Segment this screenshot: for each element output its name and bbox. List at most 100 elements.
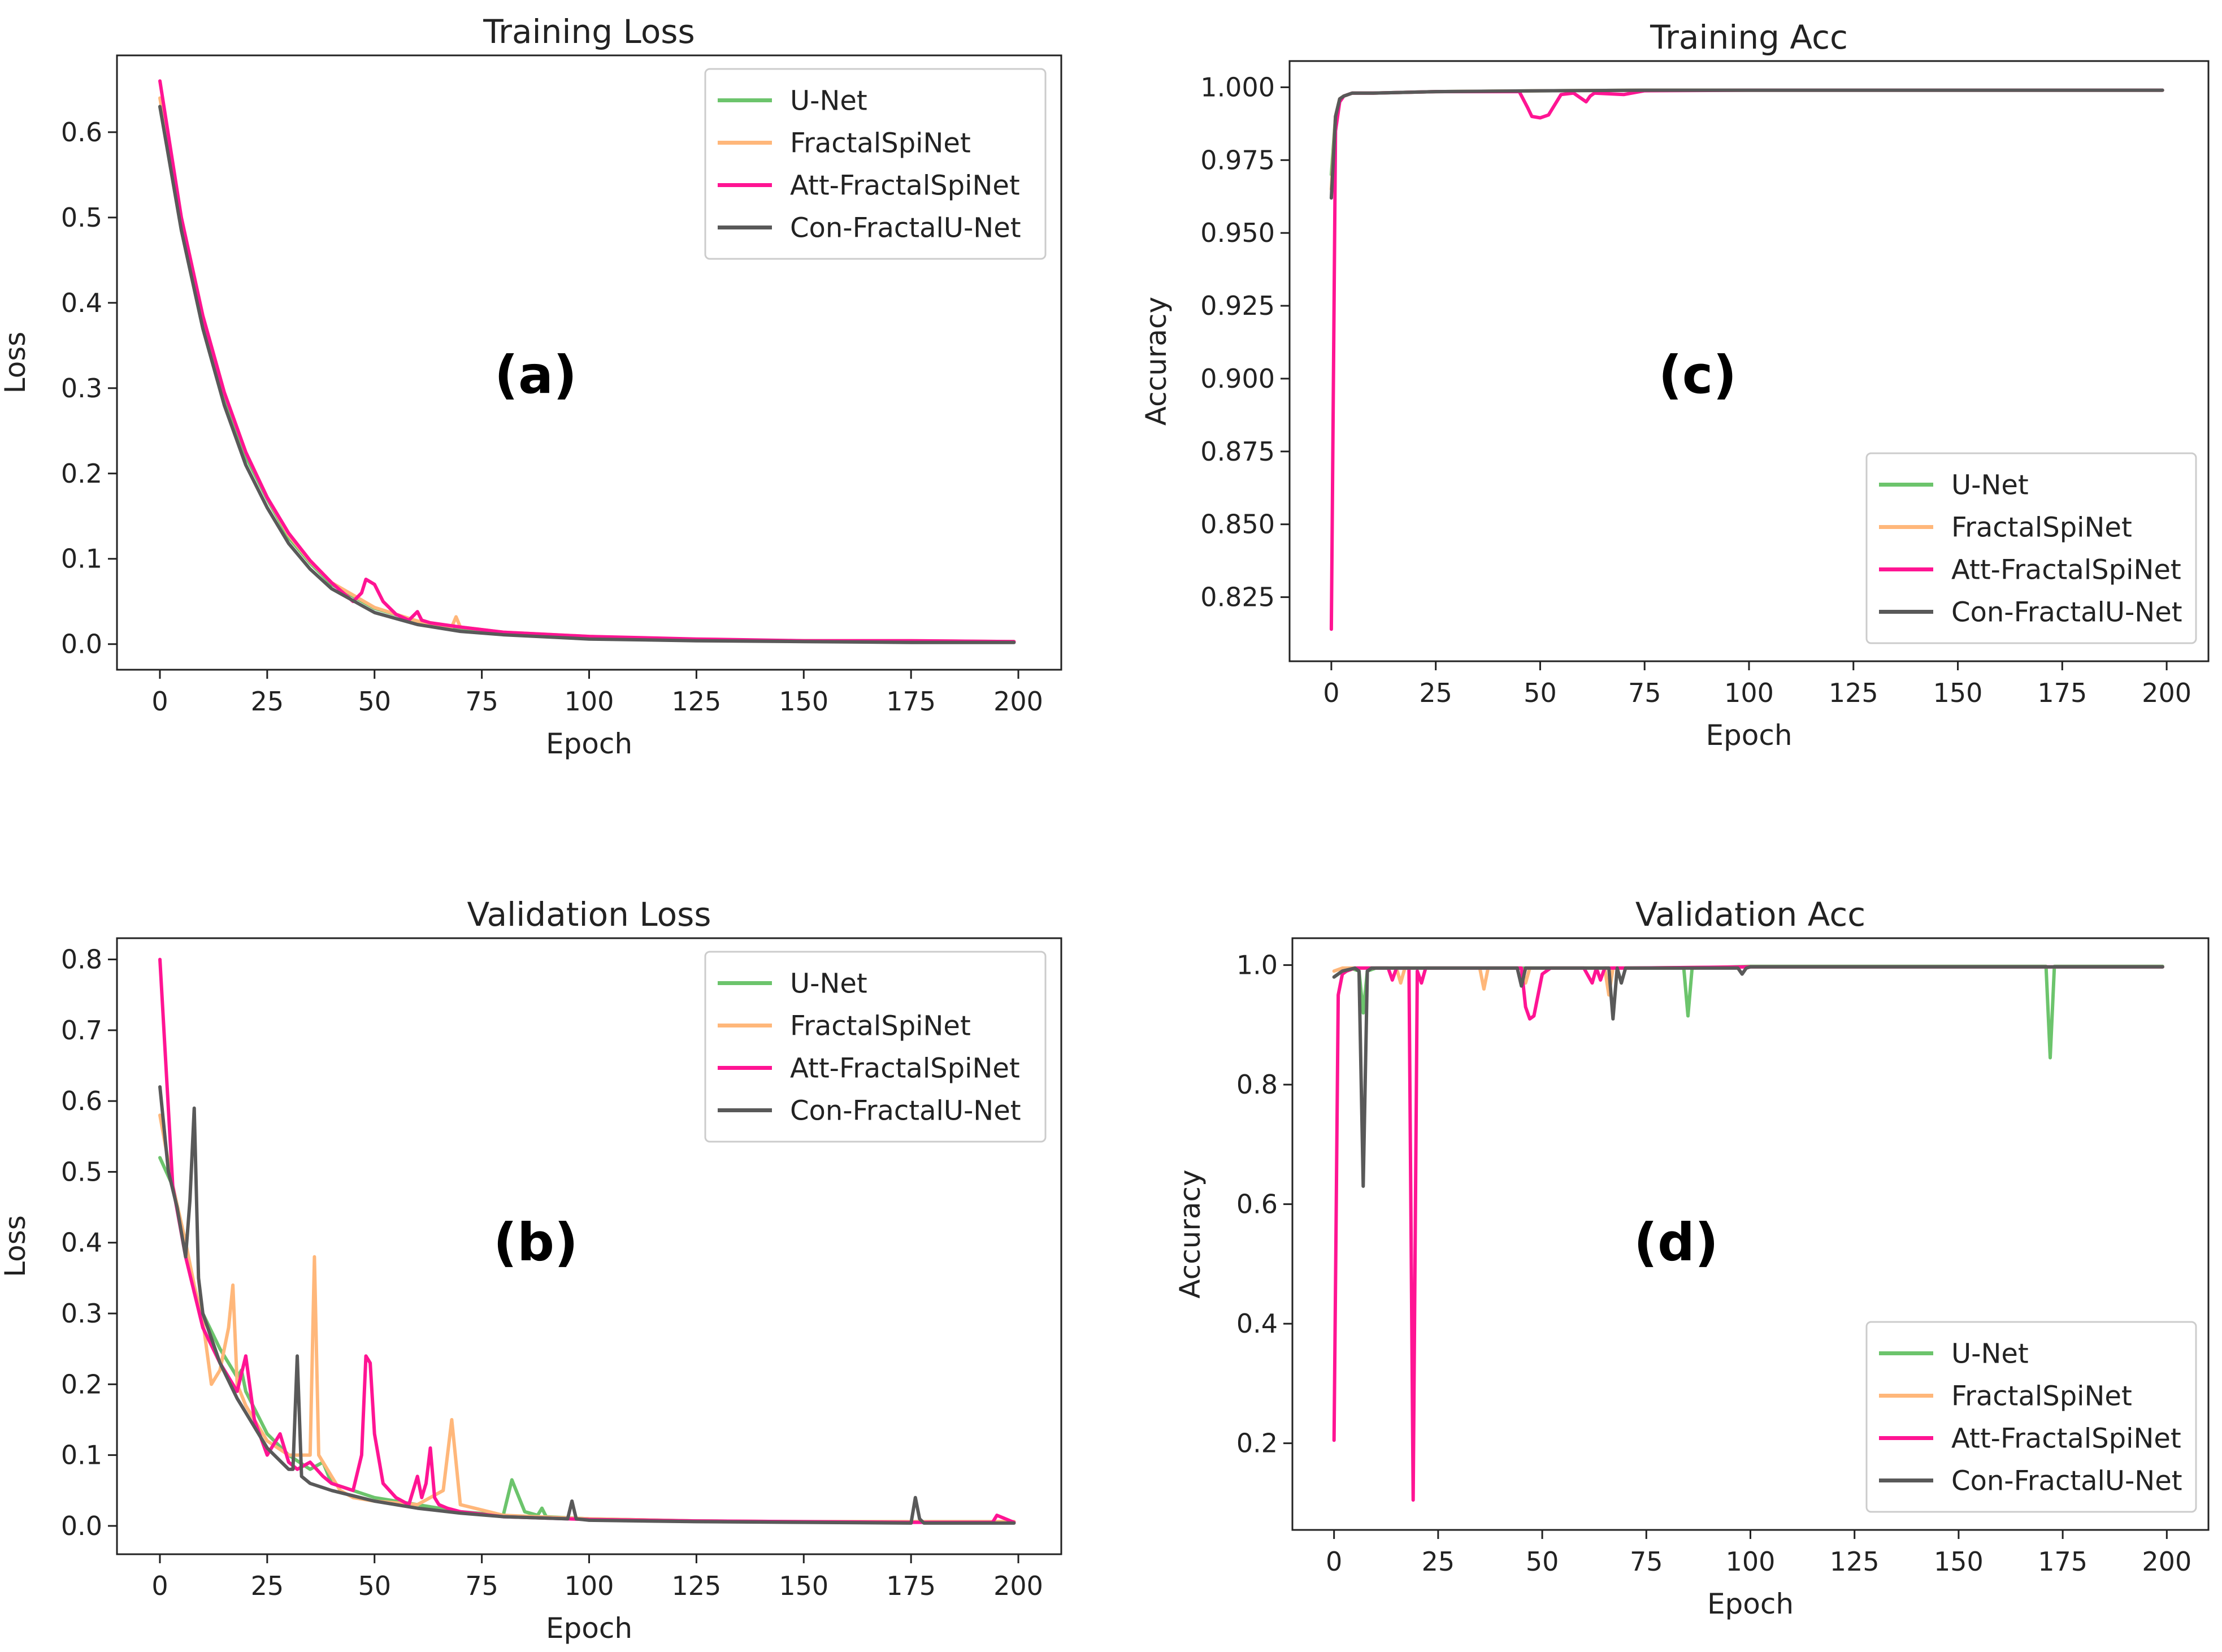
y-tick-label: 0.6 [61, 1086, 102, 1116]
x-tick-label: 175 [2037, 678, 2087, 708]
x-tick-label: 0 [151, 1571, 168, 1601]
y-axis-label: Loss [0, 1215, 32, 1277]
legend-label: FractalSpiNet [790, 1011, 971, 1042]
legend-label: Att-FractalSpiNet [790, 170, 1020, 202]
x-tick-label: 150 [779, 1571, 828, 1601]
legend: U-Net FractalSpiNet Att-FractalSpiNet Con-F… [704, 68, 1047, 260]
y-tick-label: 0.2 [61, 1369, 102, 1399]
x-tick-label: 0 [151, 686, 168, 717]
x-tick-label: 150 [779, 686, 828, 717]
legend-label: Att-FractalSpiNet [1951, 554, 2181, 586]
y-tick-label: 0.925 [1200, 290, 1275, 321]
legend-label: U-Net [790, 968, 867, 1000]
chart-panel-a: Training Loss 0 25 50 75 100 125 150 175 200 0.0 0.… [0, 12, 1062, 760]
plot-frame [116, 54, 1062, 671]
y-tick-label: 0.8 [1236, 1069, 1278, 1100]
y-tick-label: 0.8 [61, 944, 102, 975]
y-tick-label: 0.1 [61, 544, 102, 574]
y-tick-label: 0.3 [61, 1298, 102, 1329]
panel-tag: (d) [1634, 1212, 1718, 1273]
y-tick-label: 0.1 [61, 1440, 102, 1471]
y-tick-label: 0.850 [1200, 509, 1275, 540]
legend-label: U-Net [1951, 1338, 2029, 1370]
x-tick-label: 25 [1419, 678, 1452, 708]
x-tick-label: 25 [251, 686, 284, 717]
x-tick-label: 50 [358, 686, 391, 717]
y-tick-label: 0.875 [1200, 436, 1275, 467]
y-tick-label: 0.2 [61, 458, 102, 489]
series-group [158, 957, 1016, 1525]
legend-box [704, 68, 1047, 260]
series-line-u-net [1329, 88, 2164, 177]
x-tick-label: 75 [1630, 1546, 1663, 1577]
chart-panel-d: Validation Acc 0 25 50 75 100 125 150 175 200 0.2 0… [1174, 895, 2210, 1620]
x-axis-label: Epoch [546, 1612, 632, 1645]
chart-title: Validation Acc [1635, 895, 1865, 934]
x-tick-label: 125 [671, 1571, 721, 1601]
x-tick-label: 175 [2038, 1546, 2088, 1577]
y-tick-label: 0.5 [61, 202, 102, 233]
x-tick-label: 125 [1829, 678, 1878, 708]
x-tick-label: 125 [671, 686, 721, 717]
legend-box [704, 951, 1047, 1143]
x-tick-label: 150 [1933, 678, 1983, 708]
y-tick-label: 0.900 [1200, 363, 1275, 394]
series-line-con-fractalu-net [158, 105, 1016, 644]
x-tick-label: 100 [565, 686, 614, 717]
y-tick-label: 0.5 [61, 1156, 102, 1187]
plot-frame [1291, 937, 2210, 1531]
x-tick-label: 25 [251, 1571, 284, 1601]
y-axis-label: Accuracy [1174, 1169, 1207, 1298]
legend-label: Con-FractalU-Net [790, 213, 1021, 244]
legend-box [1865, 1321, 2197, 1513]
legend: U-Net FractalSpiNet Att-FractalSpiNet Con-F… [1865, 452, 2197, 644]
y-axis-label: Accuracy [1140, 297, 1173, 426]
legend-label: U-Net [790, 85, 867, 117]
x-axis-label: Epoch [1705, 719, 1792, 752]
series-line-fractalspinet [1329, 88, 2164, 191]
series-line-att-fractalspinet [158, 79, 1016, 644]
legend: U-Net FractalSpiNet Att-FractalSpiNet Con-F… [704, 951, 1047, 1143]
chart-panel-c: Training Acc 0 25 50 75 100 125 150 175 200 0.825 0… [1140, 18, 2210, 752]
x-tick-label: 50 [1524, 678, 1557, 708]
chart-title: Training Acc [1650, 18, 1848, 57]
y-tick-label: 0.4 [1236, 1308, 1278, 1339]
series-group [1329, 88, 2164, 631]
x-tick-label: 25 [1422, 1546, 1455, 1577]
series-line-con-fractalu-net [1332, 965, 2164, 1188]
legend-label: Con-FractalU-Net [790, 1095, 1021, 1127]
legend-box [1865, 452, 2197, 644]
y-tick-label: 0.4 [61, 1228, 102, 1258]
series-line-con-fractalu-net [1329, 88, 2164, 200]
legend: U-Net FractalSpiNet Att-FractalSpiNet Con-F… [1865, 1321, 2197, 1513]
x-axis-label: Epoch [1707, 1588, 1794, 1620]
y-tick-label: 0.0 [61, 629, 102, 660]
series-group [1332, 964, 2164, 1502]
x-tick-label: 75 [465, 1571, 498, 1601]
chart-panel-b: Validation Loss 0 25 50 75 100 125 150 175 200 0.0… [0, 895, 1062, 1645]
x-axis-label: Epoch [546, 727, 632, 760]
legend-label: Att-FractalSpiNet [1951, 1423, 2181, 1455]
chart-title: Validation Loss [467, 895, 711, 934]
panel-tag: (a) [494, 345, 577, 405]
y-tick-label: 0.4 [61, 288, 102, 318]
y-tick-label: 1.000 [1200, 72, 1275, 102]
x-tick-label: 200 [993, 686, 1043, 717]
y-tick-label: 0.975 [1200, 145, 1275, 175]
legend-label: FractalSpiNet [1951, 512, 2132, 544]
plot-frame [116, 937, 1062, 1555]
y-axis-label: Loss [0, 332, 32, 394]
legend-label: Att-FractalSpiNet [790, 1053, 1020, 1085]
y-tick-label: 0.7 [61, 1015, 102, 1046]
panel-tag: (c) [1659, 345, 1737, 405]
x-tick-label: 200 [2142, 1546, 2191, 1577]
x-tick-label: 175 [886, 686, 936, 717]
x-tick-label: 175 [886, 1571, 936, 1601]
plot-frame [1288, 60, 2210, 662]
y-tick-label: 0.3 [61, 373, 102, 404]
legend-label: FractalSpiNet [1951, 1381, 2132, 1412]
series-line-con-fractalu-net [158, 1085, 1016, 1525]
legend-label: Con-FractalU-Net [1951, 1465, 2182, 1497]
x-tick-label: 100 [1726, 1546, 1776, 1577]
